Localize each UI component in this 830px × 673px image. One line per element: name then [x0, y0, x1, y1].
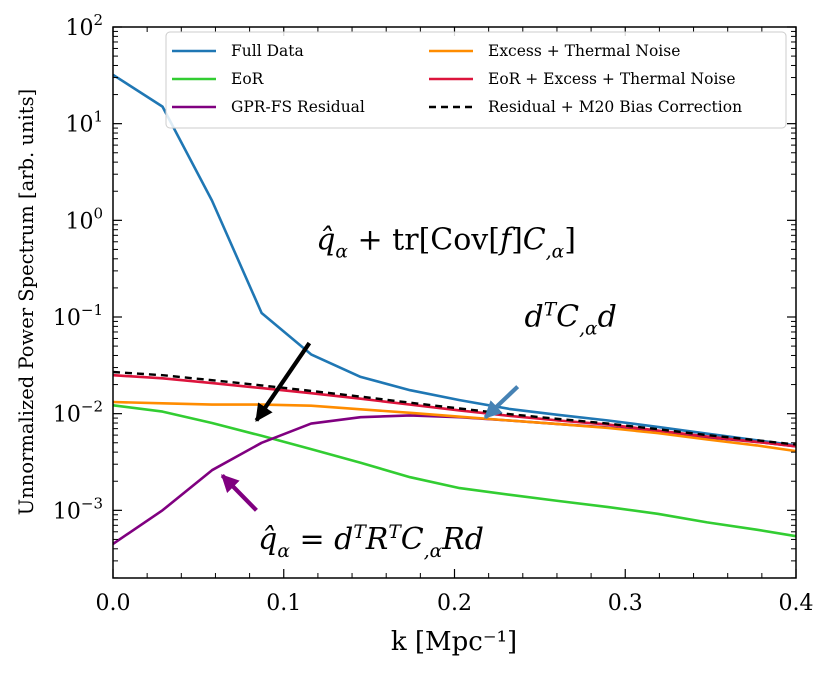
series-layer	[112, 73, 797, 545]
x-tick-label: 0.1	[266, 591, 301, 616]
y-tick-label: 10−1	[53, 301, 103, 331]
legend-label: GPR-FS Residual	[231, 98, 365, 116]
annotation-arrow-dcd	[483, 385, 520, 420]
legend-label: Excess + Thermal Noise	[488, 42, 680, 60]
annotation-arrow-qhat	[220, 474, 258, 512]
legend-label: EoR	[231, 70, 265, 88]
legend-label: Full Data	[231, 42, 304, 60]
y-tick-label: 10−3	[53, 494, 103, 524]
annotation-arrow-cov	[254, 341, 312, 422]
y-tick-label: 102	[65, 11, 103, 41]
x-tick-label: 0.3	[608, 591, 643, 616]
legend: Full Data EoR GPR-FS Residual Excess + Ther…	[165, 31, 787, 129]
series-line-full-data	[112, 73, 797, 447]
annotation-text-qhat: q̂α = dTRTC,αRd	[258, 522, 484, 562]
series-line-residual-m20-bias-correction	[112, 370, 797, 446]
y-axis-label: Unnormalized Power Spectrum [arb. units]	[15, 89, 38, 515]
legend-label: Residual + M20 Bias Correction	[488, 98, 742, 116]
annotation-layer: q̂α + tr[Cov[f]C,α] dTC,αd q̂α = dTRTC,αRd	[220, 222, 617, 562]
x-tick-label: 0.2	[437, 591, 472, 616]
y-tick-label: 101	[65, 108, 103, 138]
series-line-eor	[112, 404, 797, 538]
annotation-text-dcd: dTC,αd	[525, 300, 617, 340]
x-tick-label: 0.4	[779, 591, 814, 616]
legend-box	[165, 31, 787, 129]
x-tick-label: 0.0	[96, 591, 131, 616]
tick-layer: 0.0 0.1 0.2 0.3 0.4 10−3 10−2 10−1 100 101 102	[53, 11, 814, 616]
series-line-eor-excess-thermal-noise	[112, 373, 797, 448]
x-axis-label: k [Mpc⁻¹]	[391, 627, 517, 657]
y-tick-label: 10−2	[53, 398, 103, 428]
legend-label: EoR + Excess + Thermal Noise	[488, 70, 736, 88]
y-tick-label: 100	[65, 204, 103, 234]
annotation-text-cov: q̂α + tr[Cov[f]C,α]	[316, 222, 576, 262]
series-line-excess-thermal-noise	[112, 400, 797, 453]
